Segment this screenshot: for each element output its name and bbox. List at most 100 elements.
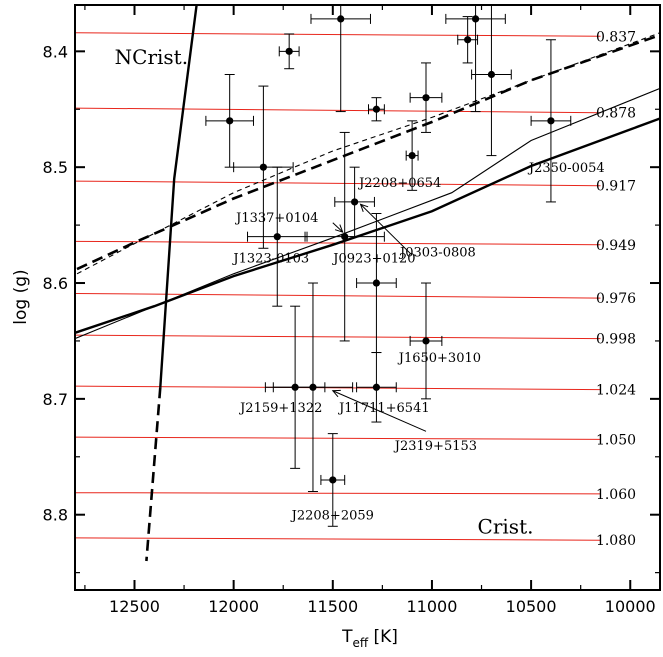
point-marker: [422, 337, 430, 345]
crystallization-label-8: 1.060: [596, 487, 636, 503]
data-point-16: [356, 352, 397, 423]
x-axis-label: Teff [K]: [341, 627, 398, 650]
crystallization-label-9: 1.080: [596, 533, 636, 549]
star-label-3: J0303-0808: [398, 246, 476, 261]
plot-frame: [74, 4, 661, 591]
point-marker: [372, 105, 381, 113]
curve-boundary-solid: [159, 5, 198, 388]
point-marker: [309, 383, 317, 391]
point-marker: [422, 94, 430, 102]
y-tick-label-3: 8.7: [43, 390, 68, 409]
star-label-2: J1337+0104: [234, 211, 318, 226]
arrow-line-1: [332, 222, 344, 233]
data-point-10: [471, 5, 512, 157]
x-axis-label-unit: [K]: [368, 627, 398, 647]
point-marker: [285, 47, 293, 55]
star-label-10: J2208+2059: [290, 509, 374, 524]
point-marker: [487, 70, 496, 79]
point-marker: [273, 233, 281, 241]
point-marker: [464, 36, 472, 44]
region-label-0: NCrist.: [115, 45, 188, 69]
curve-thin-solid: [75, 87, 660, 340]
point-marker: [408, 151, 416, 160]
star-label-5: J0923+0120: [331, 252, 415, 267]
point-marker: [372, 279, 381, 287]
crystallization-line-7: [75, 436, 601, 440]
y-tick-label-2: 8.6: [43, 274, 68, 293]
x-tick-label-3: 11000: [406, 597, 457, 616]
y-tick-label-1: 8.5: [43, 158, 68, 177]
text-labels: 0.837 0.878 0.917 0.949 0.976 0.998 1.024 1.050…: [115, 29, 636, 549]
axes: 12500 12000 11500 11000 10500 10000 8.4 8.5 8.6 8…: [11, 5, 660, 650]
crystallization-label-7: 1.050: [596, 432, 636, 448]
star-label-8: J11711+6541: [337, 401, 430, 416]
x-axis-label-sub: eff: [352, 636, 368, 650]
curve-thin-dashed: [76, 32, 660, 275]
star-label-1: J2208+0654: [357, 176, 441, 191]
point-marker: [351, 198, 359, 206]
data-point-18: [272, 282, 354, 493]
data-point-5: [367, 97, 385, 122]
crystallization-label-2: 0.917: [596, 179, 636, 195]
region-label-1: Crist.: [478, 514, 534, 538]
crystallization-label-6: 1.024: [596, 383, 636, 399]
data-point-3: [233, 85, 294, 249]
x-tick-label-1: 12000: [208, 597, 259, 616]
point-marker: [259, 163, 267, 171]
y-tick-label-4: 8.8: [43, 506, 68, 525]
data-point-1: [278, 33, 300, 70]
data-point-8: [457, 16, 479, 64]
crystallization-line-4: [75, 292, 601, 299]
crystallization-label-0: 0.837: [596, 29, 636, 45]
arrow-head-1: [334, 224, 344, 233]
x-tick-label-0: 12500: [109, 597, 160, 616]
crystallization-line-6: [75, 385, 601, 391]
arrow-line-0: [360, 203, 413, 256]
x-tick-label-2: 11500: [307, 597, 358, 616]
x-axis-label-main: T: [341, 627, 353, 647]
curve-thick-dashed: [76, 33, 660, 271]
arrow-head-0: [359, 203, 369, 212]
data-point-7: [409, 62, 443, 133]
data-point-15: [409, 282, 443, 400]
point-marker: [329, 476, 337, 484]
crystallization-label-4: 0.976: [596, 291, 636, 307]
data-point-14: [356, 213, 397, 354]
curve-boundary-dashed: [145, 387, 162, 562]
data-point-13: [304, 131, 385, 342]
data-point-12: [334, 166, 375, 238]
crystallization-label-1: 0.878: [596, 106, 636, 122]
crystallization-line-1: [75, 107, 601, 114]
star-label-6: J1650+3010: [397, 351, 481, 366]
point-marker: [337, 15, 345, 23]
crystallization-line-5: [75, 334, 601, 340]
star-label-4: J1323-0103: [231, 252, 309, 267]
data-point-6: [405, 120, 419, 191]
data-point-2: [205, 74, 254, 168]
data-point-4: [247, 166, 308, 307]
data-point-9: [445, 5, 506, 113]
star-label-0: J2350-0054: [527, 161, 605, 176]
point-marker: [341, 233, 349, 241]
y-tick-label-0: 8.4: [43, 42, 68, 61]
x-tick-label-4: 10500: [506, 597, 557, 616]
arrow-line-2: [332, 390, 427, 432]
model-curves: [75, 5, 660, 562]
data-points: [205, 5, 572, 527]
y-axis-label: log (g): [11, 269, 31, 324]
arrow-head-2: [331, 389, 341, 398]
crystallization-line-2: [75, 180, 601, 187]
point-marker: [471, 15, 480, 23]
curve-thick-solid: [75, 117, 660, 334]
data-point-0: [310, 5, 371, 113]
data-point-11: [530, 39, 572, 203]
x-tick-label-5: 10000: [605, 597, 656, 616]
crystallization-line-8: [75, 492, 601, 495]
star-label-9: J2319+5153: [393, 439, 477, 454]
crystallization-label-5: 0.998: [596, 332, 636, 348]
arrows: [331, 203, 427, 432]
crystallization-label-3: 0.949: [596, 238, 636, 254]
crystallization-line-9: [75, 537, 601, 541]
